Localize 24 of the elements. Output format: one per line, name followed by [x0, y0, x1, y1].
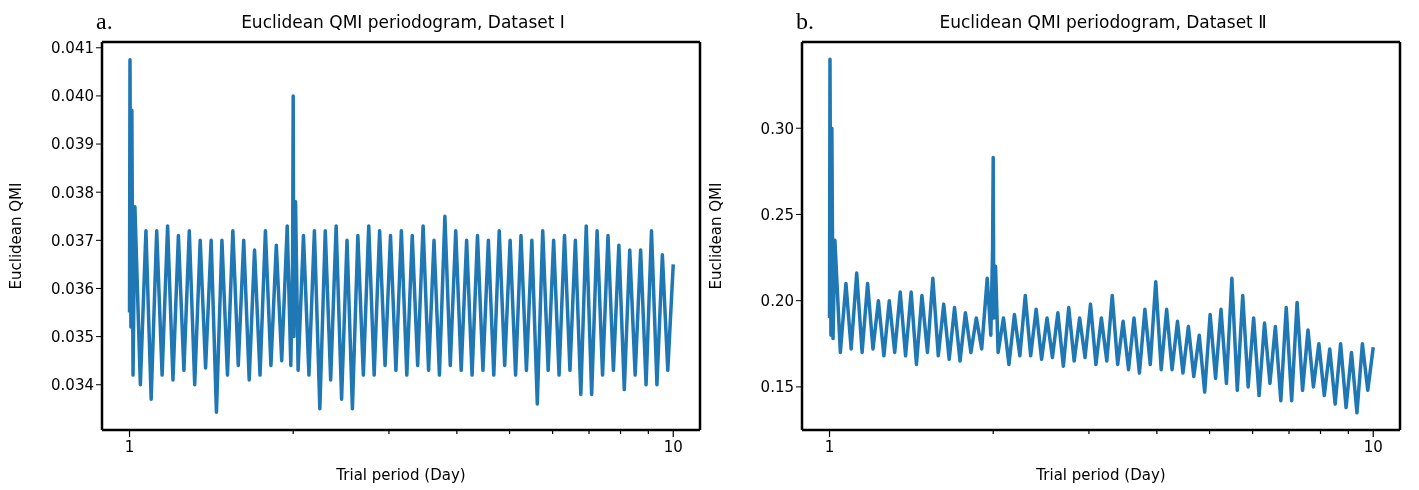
chart-title: Euclidean QMI periodogram, Dataset Ⅱ [939, 12, 1267, 32]
text: b. [796, 8, 814, 35]
x-axis-title: Trial period (Day) [335, 466, 466, 484]
y-tick-label: 0.041 [51, 39, 94, 58]
y-tick-label: 0.039 [51, 135, 94, 154]
y-tick-label: 0.20 [760, 291, 794, 310]
x-tick-label: 10 [663, 438, 683, 456]
y-tick-label: 0.30 [760, 119, 794, 138]
y-axis-title: Euclidean QMI [7, 182, 26, 290]
x-tick-label: 1 [824, 438, 835, 456]
y-tick-label: 0.037 [51, 231, 94, 250]
y-tick-label: 0.035 [51, 327, 94, 346]
y-axis-title: Euclidean QMI [707, 182, 726, 290]
y-tick-label: 0.15 [760, 378, 794, 397]
y-tick-label: 0.038 [51, 183, 94, 202]
y-tick-label: 0.040 [51, 87, 94, 106]
x-axis-title: Trial period (Day) [1035, 466, 1166, 484]
y-tick-label: 0.25 [760, 205, 794, 224]
y-tick-label: 0.036 [51, 279, 94, 298]
text: a. [96, 8, 113, 35]
y-tick-label: 0.034 [51, 376, 94, 395]
x-tick-label: 1 [124, 438, 135, 456]
x-tick-label: 10 [1363, 438, 1383, 456]
chart-title: Euclidean QMI periodogram, Dataset Ⅰ [241, 12, 565, 32]
